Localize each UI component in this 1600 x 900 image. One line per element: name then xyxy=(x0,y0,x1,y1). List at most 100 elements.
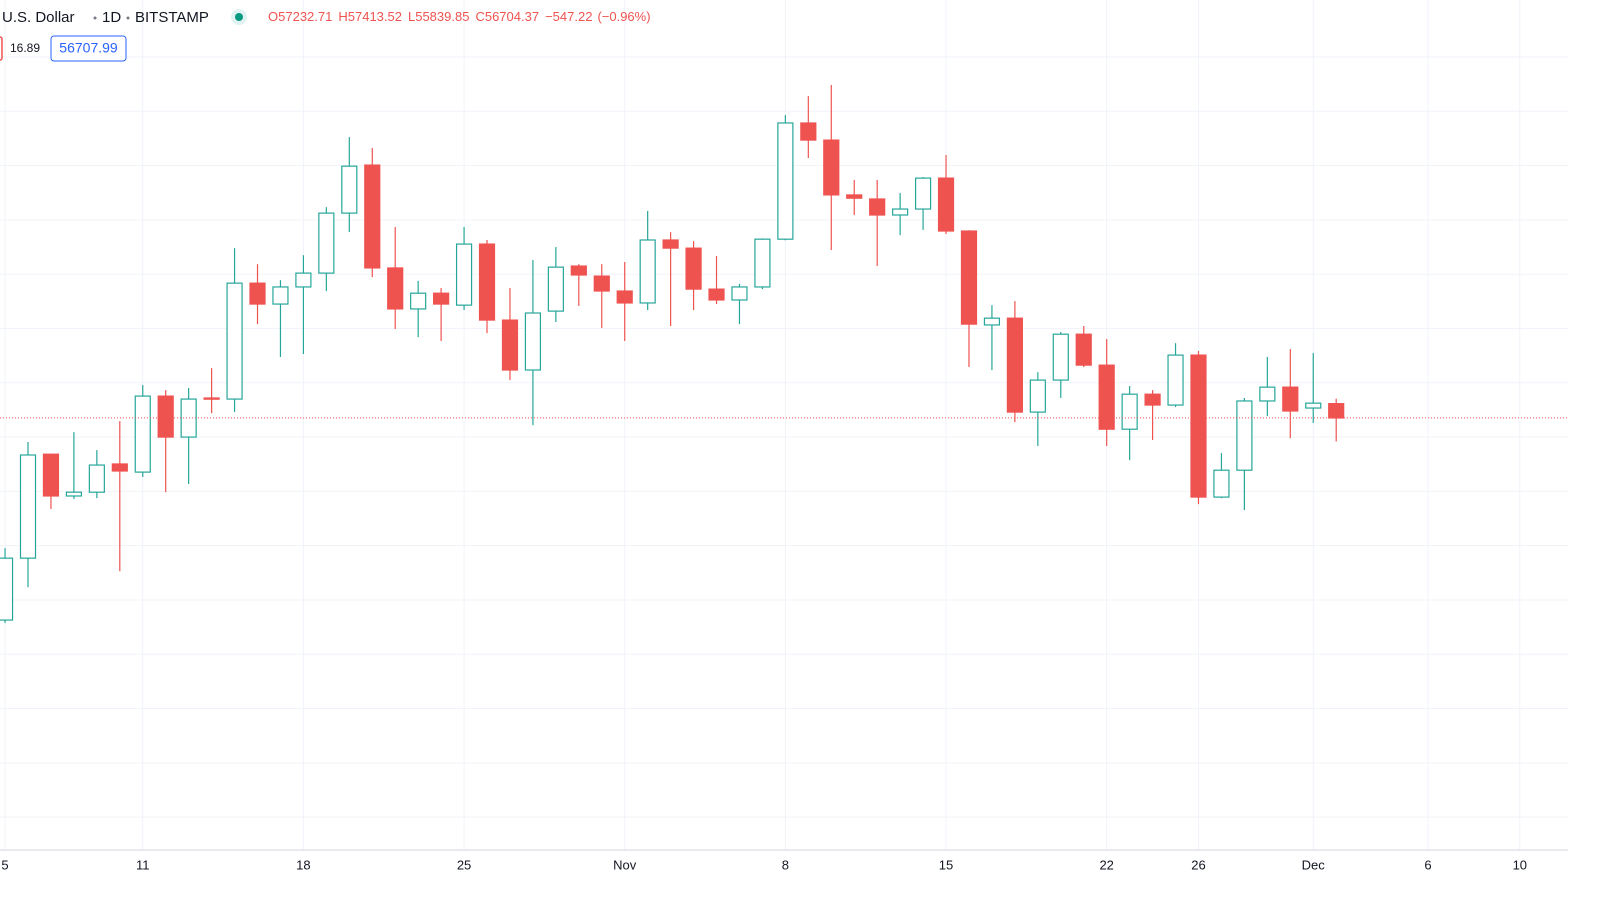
high-prefix: H xyxy=(338,9,347,24)
candle-body xyxy=(364,164,381,269)
candle-body xyxy=(524,312,542,371)
candle-body xyxy=(226,282,243,400)
candle-body xyxy=(1098,364,1115,430)
candle xyxy=(685,241,702,311)
legend-header: U.S. Dollar 1D BITSTAMP O57232.71 H57413.… xyxy=(2,9,651,26)
x-tick-label: 26 xyxy=(1191,857,1205,872)
price-box[interactable] xyxy=(50,35,127,62)
change-percent: (−0.96%) xyxy=(597,9,650,24)
candle-body xyxy=(65,491,83,497)
candle xyxy=(318,207,335,292)
open-value: 57232.71 xyxy=(278,9,332,24)
candle-body xyxy=(410,292,427,310)
candle-body xyxy=(570,265,587,276)
candle xyxy=(524,260,542,426)
candle xyxy=(1029,372,1046,447)
candle-body xyxy=(272,286,289,305)
candle xyxy=(341,137,358,233)
candle xyxy=(800,96,817,159)
x-tick-label: Nov xyxy=(613,857,637,872)
candle xyxy=(1098,339,1115,447)
candle-body xyxy=(754,238,771,288)
candle-body xyxy=(203,397,220,400)
x-tick-label: 15 xyxy=(939,857,953,872)
exchange: BITSTAMP xyxy=(135,9,209,26)
candle xyxy=(157,390,174,493)
symbol: U.S. Dollar xyxy=(2,9,75,26)
open-prefix: O xyxy=(268,9,278,24)
candle xyxy=(203,368,220,414)
candle xyxy=(226,248,243,413)
price-box-value: 56707.99 xyxy=(59,40,118,56)
candle-body xyxy=(983,317,1001,326)
candle-body xyxy=(478,243,496,321)
candle-body xyxy=(455,243,473,306)
candle xyxy=(616,261,633,341)
candle-body xyxy=(1236,400,1253,471)
candle-body xyxy=(1282,386,1299,412)
ohlc-values: O57232.71 H57413.52 L55839.85 C56704.37 −547… xyxy=(268,9,651,24)
separator xyxy=(93,16,97,20)
candle xyxy=(823,84,840,251)
candle xyxy=(754,238,771,290)
candle xyxy=(1167,343,1184,407)
candle xyxy=(639,210,656,311)
indicator-row: 16.89 56707.99 xyxy=(0,35,127,62)
candle-body xyxy=(846,194,863,199)
candle-body xyxy=(823,139,840,196)
close-value: 56704.37 xyxy=(485,9,539,24)
candle xyxy=(364,147,381,278)
market-status-dot xyxy=(235,13,243,21)
x-tick-label: 5 xyxy=(1,857,8,872)
candle xyxy=(134,384,151,477)
candle-body xyxy=(937,177,955,232)
high-value: 57413.52 xyxy=(348,9,402,24)
candle xyxy=(272,280,289,357)
candle xyxy=(455,226,473,311)
low-prefix: L xyxy=(408,9,415,24)
candle-body xyxy=(1029,379,1046,413)
low-value: 55839.85 xyxy=(415,9,469,24)
candle-body xyxy=(639,239,656,304)
candle xyxy=(0,548,14,624)
interval: 1D xyxy=(102,9,121,26)
x-tick-label: 11 xyxy=(136,857,150,872)
candle-body xyxy=(249,282,266,305)
candle-body xyxy=(111,463,128,472)
candle-body xyxy=(1144,393,1161,406)
candle-body xyxy=(387,267,404,310)
time-axis: 5 11 18 25 Nov 8 15 22 26 Dec 6 10 xyxy=(1,857,1527,872)
close-prefix: C xyxy=(475,9,484,24)
candle-body xyxy=(295,272,312,288)
candle xyxy=(731,283,748,325)
candle xyxy=(410,280,427,338)
candle-body xyxy=(1213,469,1230,498)
candle-body xyxy=(88,464,105,493)
candle xyxy=(570,264,587,306)
candle-body xyxy=(1006,317,1023,413)
candle-body xyxy=(1075,333,1092,366)
candle-body xyxy=(341,165,358,214)
candle xyxy=(1121,386,1138,461)
candle-body xyxy=(180,398,197,438)
candle xyxy=(1144,390,1161,441)
candle-body xyxy=(42,453,60,497)
candle xyxy=(1190,351,1207,505)
candle xyxy=(914,177,932,230)
x-tick-label: 22 xyxy=(1099,857,1113,872)
candle-body xyxy=(914,177,932,210)
candle xyxy=(387,226,404,330)
candle-body xyxy=(547,266,564,312)
candle xyxy=(708,256,725,305)
candle-body xyxy=(593,275,610,292)
candle xyxy=(295,255,312,355)
candle-body xyxy=(0,557,14,621)
indicator-value: 16.89 xyxy=(10,41,40,55)
candle-body xyxy=(1121,393,1138,430)
candle xyxy=(111,421,128,572)
candle xyxy=(42,453,60,510)
candle-body xyxy=(708,288,725,301)
candle xyxy=(88,450,105,499)
x-tick-label: 25 xyxy=(457,857,471,872)
